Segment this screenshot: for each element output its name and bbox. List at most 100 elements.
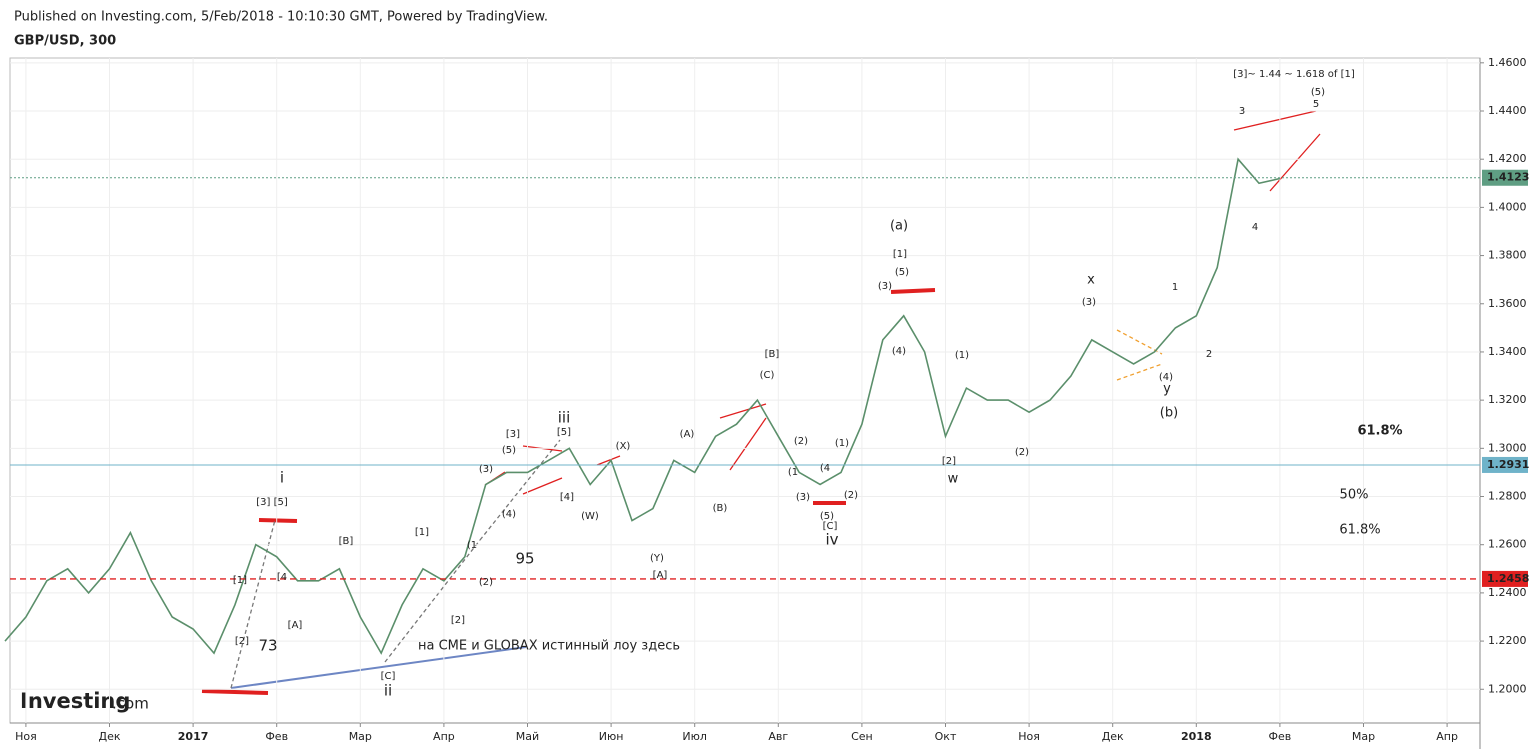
x-tick-label: Апр: [433, 730, 455, 743]
level-tag: [1482, 169, 1528, 186]
wave-label: 95: [515, 550, 534, 568]
x-tick-label: Апр: [1436, 730, 1458, 743]
wave-label: (1: [467, 540, 477, 551]
y-tick-label: 1.3400: [1488, 345, 1527, 358]
wave-label: (1): [835, 438, 849, 449]
x-tick-label: Июн: [599, 730, 624, 743]
wave-label: 5: [1313, 99, 1319, 110]
level-label: 1.2931: [1487, 458, 1529, 471]
wave-label: (Y): [650, 553, 664, 564]
wave-label: [5]: [557, 427, 571, 438]
wave-label: (1: [788, 467, 798, 478]
wave-label: [2]: [235, 636, 249, 647]
wave-label: 1: [1172, 282, 1178, 293]
y-tick-label: 1.2000: [1488, 682, 1527, 695]
y-tick-label: 1.2400: [1488, 586, 1527, 599]
wave-label: [3]: [506, 429, 520, 440]
y-tick-label: 1.3800: [1488, 249, 1527, 262]
x-tick-label: Сен: [851, 730, 873, 743]
x-tick-label: Дек: [98, 730, 120, 743]
wave-label: (1): [955, 350, 969, 361]
wave-label: (2): [1015, 447, 1029, 458]
x-tick-label: Мар: [349, 730, 372, 743]
wave-label: (5): [502, 445, 516, 456]
wave-label: [4]: [560, 492, 574, 503]
wave-label: (3): [1082, 297, 1096, 308]
wave-label: (5): [1311, 87, 1325, 98]
wave-label: (2): [844, 490, 858, 501]
level-label: 1.2458: [1487, 572, 1529, 585]
x-tick-label: Ноя: [1018, 730, 1040, 743]
x-tick-label: Окт: [935, 730, 957, 743]
y-tick-label: 1.3200: [1488, 393, 1527, 406]
wave-label: [C]: [823, 521, 838, 532]
wave-label: x: [1087, 273, 1095, 288]
y-tick-label: 1.3000: [1488, 441, 1527, 454]
level-tag: [1482, 456, 1528, 473]
level-label: 1.4123: [1487, 171, 1529, 184]
wave-label: (W): [581, 511, 599, 522]
x-tick-label: Июл: [682, 730, 707, 743]
wave-label: (4): [892, 346, 906, 357]
published-note: Published on Investing.com, 5/Feb/2018 -…: [14, 10, 548, 25]
wave-label: [3]~ 1.44 ~ 1.618 of [1]: [1233, 69, 1355, 80]
wave-label: i: [280, 469, 284, 487]
wave-label: 4: [1252, 222, 1258, 233]
wave-label: w: [948, 472, 959, 487]
x-tick-label: Ноя: [15, 730, 37, 743]
wave-label: (4: [820, 463, 830, 474]
logo-brand: Investing: [20, 689, 130, 713]
wave-label: ii: [384, 682, 392, 700]
x-tick-label: Фев: [265, 730, 288, 743]
wave-label: (C): [760, 370, 775, 381]
y-tick-label: 1.4600: [1488, 56, 1527, 69]
x-tick-label: Дек: [1102, 730, 1124, 743]
wave-label: [1]: [893, 249, 907, 260]
wave-label: (3): [878, 281, 892, 292]
wave-label: (4): [1159, 372, 1173, 383]
annotation-lines: [201, 110, 1321, 695]
wave-label: [3] [5]: [256, 497, 288, 508]
wave-label: 2: [1206, 349, 1212, 360]
wave-label: [1]: [415, 527, 429, 538]
wave-label: (A): [680, 429, 695, 440]
x-tick-label: 2017: [178, 730, 209, 743]
wave-label: iii: [558, 409, 571, 427]
wave-label: (B): [713, 503, 728, 514]
wave-label: на CME и GLOBAX истинный лоу здесь: [418, 639, 680, 654]
wave-label: [4: [277, 572, 287, 583]
y-tick-label: 1.2800: [1488, 490, 1527, 503]
wave-label: iv: [825, 531, 838, 549]
wave-label: 61.8%: [1357, 424, 1402, 439]
wave-label: (a): [890, 219, 908, 234]
x-tick-label: Май: [516, 730, 539, 743]
y-tick-label: 1.4200: [1488, 152, 1527, 165]
wave-label: 61.8%: [1339, 523, 1380, 538]
wave-label: (2): [794, 436, 808, 447]
wave-label: [B]: [765, 349, 780, 360]
wave-label: [A]: [653, 570, 668, 581]
y-tick-label: 1.4400: [1488, 104, 1527, 117]
y-tick-label: 1.2600: [1488, 538, 1527, 551]
wave-label: (3): [796, 492, 810, 503]
wave-label: 50%: [1340, 488, 1369, 503]
x-tick-label: Авг: [768, 730, 788, 743]
wave-label: [2]: [942, 456, 956, 467]
wave-label: [C]: [381, 671, 396, 682]
wave-label: [1]: [233, 575, 247, 586]
price-line: [4, 157, 1281, 655]
x-tick-label: Мар: [1352, 730, 1375, 743]
wave-label: [2]: [451, 615, 465, 626]
logo-suffix: .com: [112, 695, 149, 713]
y-tick-label: 1.4000: [1488, 200, 1527, 213]
wave-label: (5): [820, 511, 834, 522]
wave-label: (4): [502, 509, 516, 520]
wave-label: (X): [616, 441, 631, 452]
wave-label: (5): [895, 267, 909, 278]
wave-label: y: [1163, 382, 1171, 397]
wave-label: (3): [479, 464, 493, 475]
level-tag: [1482, 570, 1528, 587]
x-tick-label: Фев: [1269, 730, 1292, 743]
